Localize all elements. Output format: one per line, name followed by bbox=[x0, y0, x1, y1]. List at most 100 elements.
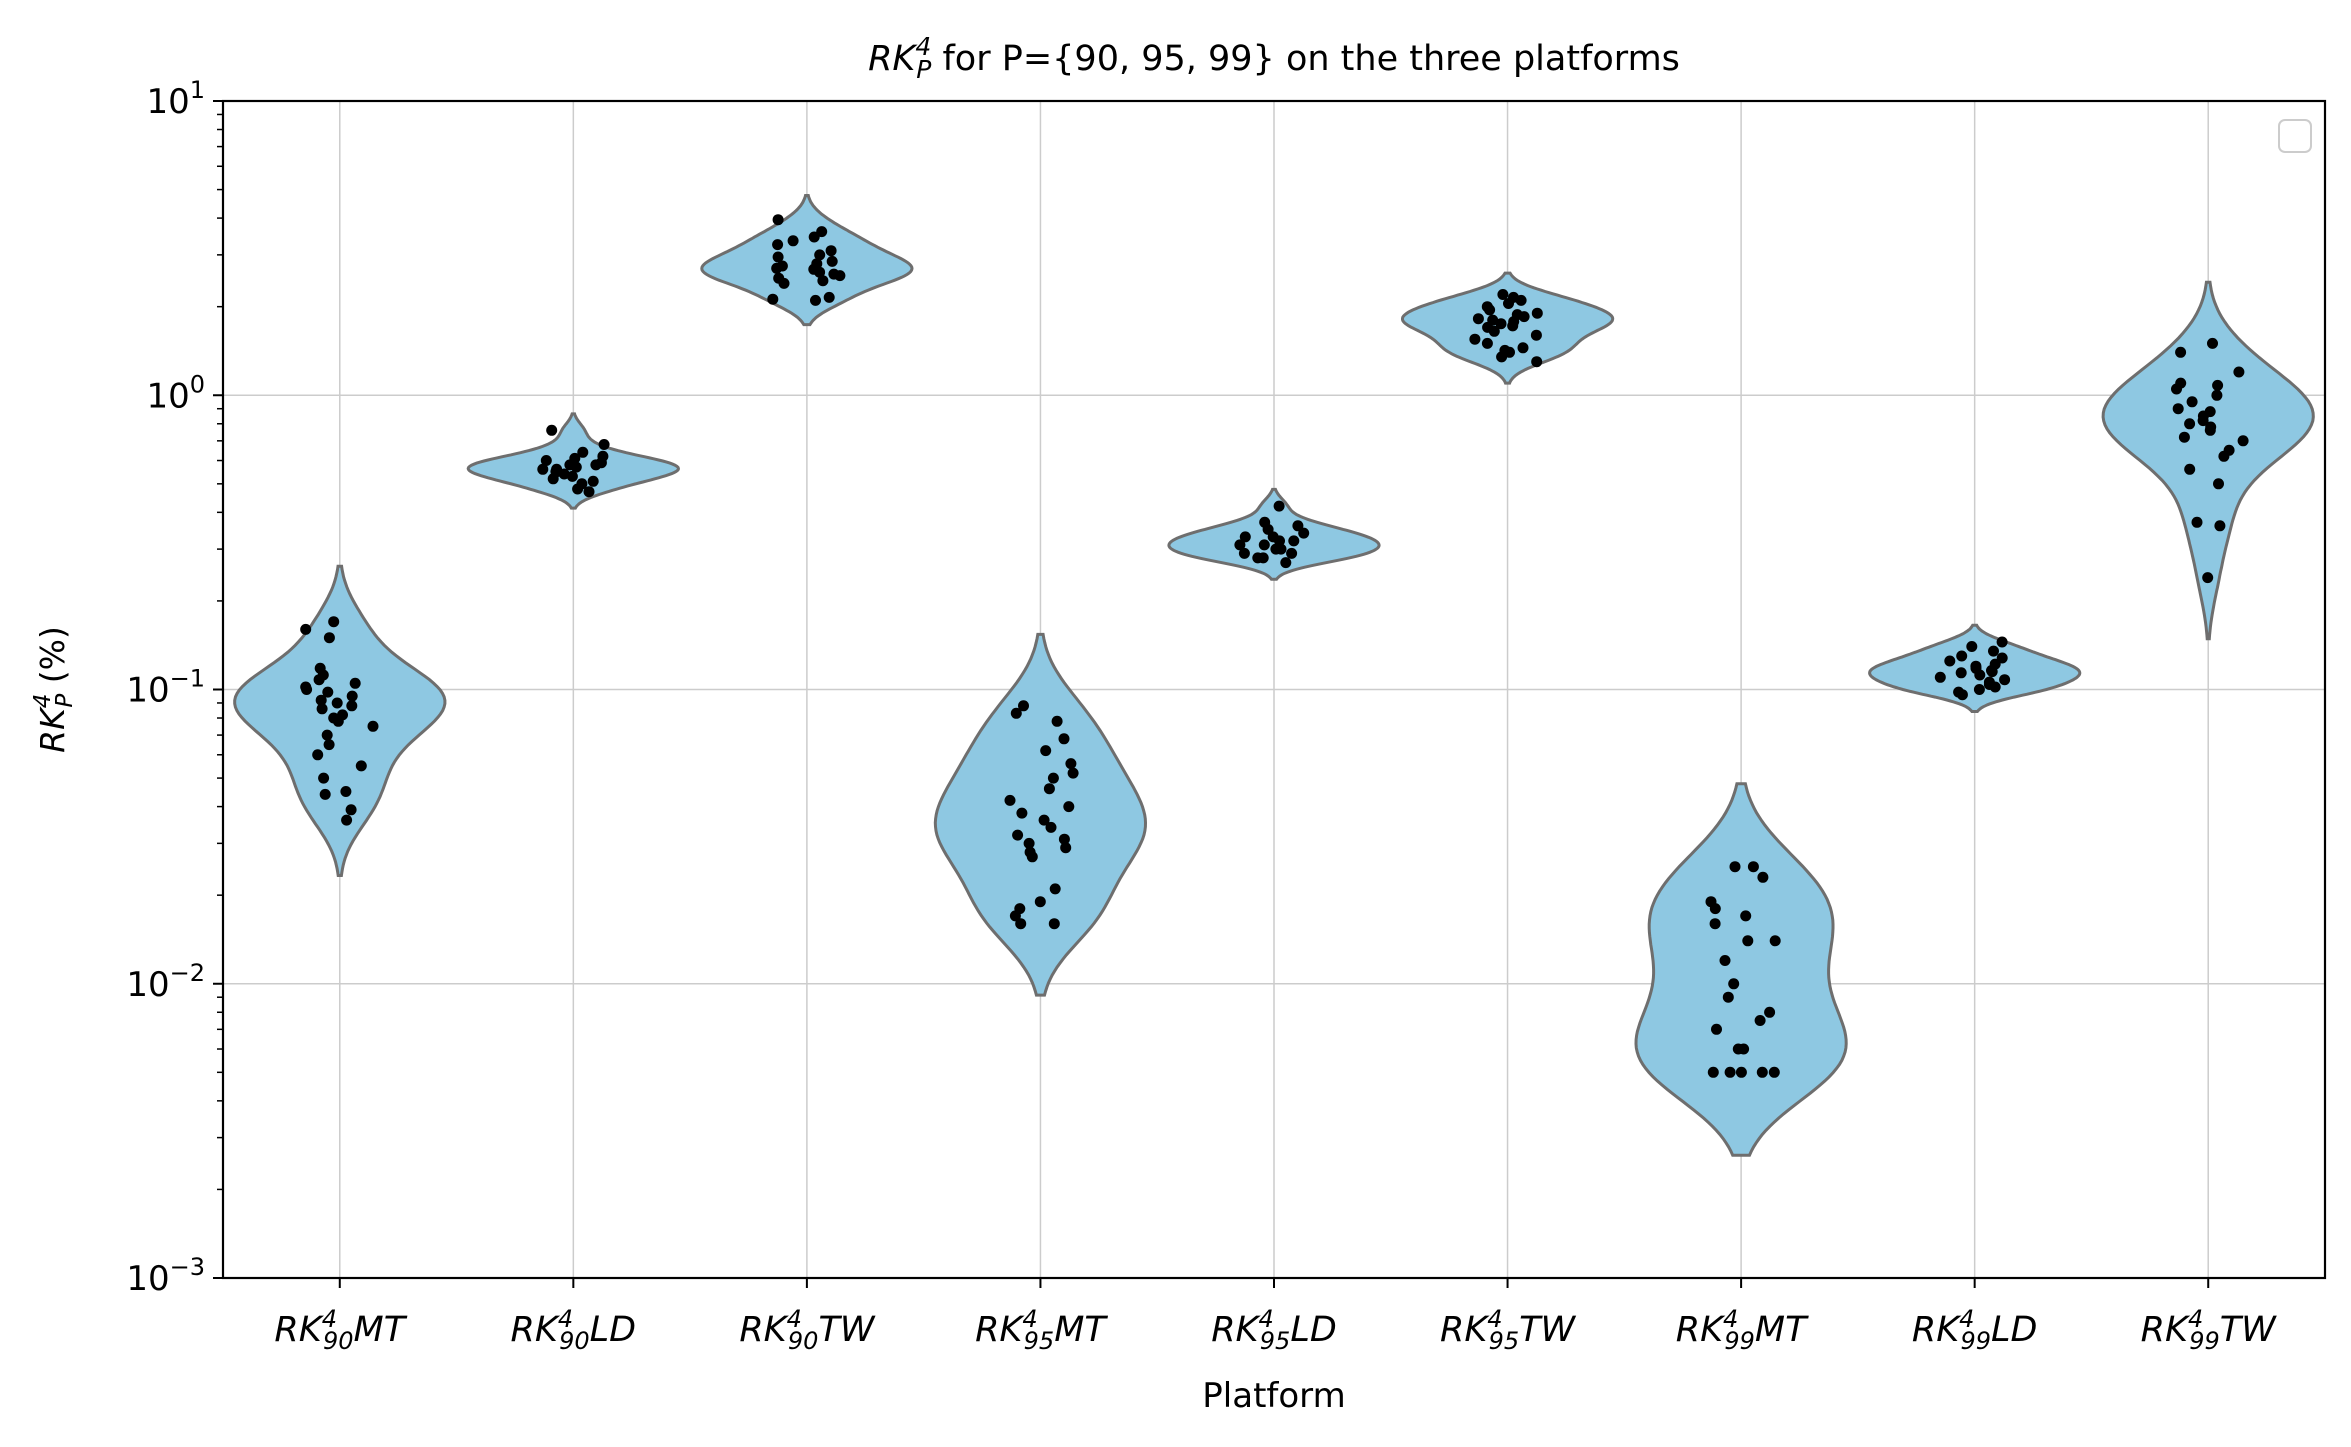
data-point bbox=[787, 235, 799, 247]
data-point bbox=[1709, 918, 1721, 930]
data-point bbox=[810, 294, 821, 306]
data-point bbox=[315, 694, 327, 706]
data-point bbox=[587, 475, 599, 487]
data-point bbox=[1034, 896, 1046, 908]
data-point bbox=[2191, 516, 2203, 528]
data-point bbox=[1956, 650, 1968, 662]
data-point bbox=[1275, 543, 1287, 555]
data-point bbox=[2197, 415, 2209, 427]
data-point bbox=[778, 277, 790, 289]
data-point bbox=[1974, 669, 1986, 681]
data-point bbox=[323, 739, 335, 751]
data-point bbox=[772, 214, 784, 226]
data-point bbox=[2218, 450, 2230, 462]
data-point bbox=[1518, 311, 1530, 323]
data-point bbox=[2211, 389, 2223, 401]
data-point bbox=[2178, 431, 2190, 443]
y-tick-label: 100 bbox=[146, 370, 205, 416]
data-point bbox=[345, 804, 357, 816]
data-point bbox=[1051, 715, 1063, 727]
data-point bbox=[332, 715, 344, 727]
data-point bbox=[1503, 298, 1514, 309]
data-point bbox=[2184, 418, 2196, 430]
data-point bbox=[1530, 329, 1542, 341]
data-point bbox=[1722, 991, 1734, 1003]
data-point bbox=[1719, 955, 1731, 966]
data-point bbox=[1740, 910, 1752, 922]
data-point bbox=[2184, 463, 2196, 475]
data-point bbox=[1258, 539, 1270, 551]
data-point bbox=[1756, 1066, 1768, 1078]
y-tick-label: 10−3 bbox=[126, 1253, 205, 1299]
data-point bbox=[1063, 801, 1075, 813]
data-point bbox=[1018, 700, 1029, 712]
data-point bbox=[1286, 547, 1298, 559]
data-point bbox=[1049, 883, 1061, 895]
data-point bbox=[1707, 1066, 1719, 1078]
data-point bbox=[1747, 861, 1759, 873]
data-point bbox=[1515, 294, 1527, 306]
data-point bbox=[1009, 910, 1021, 922]
data-point bbox=[367, 720, 379, 732]
data-point bbox=[346, 690, 358, 702]
data-point bbox=[1944, 655, 1956, 667]
data-point bbox=[1010, 707, 1022, 719]
data-point bbox=[590, 459, 602, 471]
data-point bbox=[1040, 745, 1052, 757]
x-tick-label: RK4 99TW bbox=[2141, 1305, 2277, 1355]
data-point bbox=[1956, 689, 1968, 701]
data-point bbox=[1298, 527, 1310, 539]
data-point bbox=[1729, 861, 1741, 873]
data-point bbox=[814, 266, 826, 278]
data-point bbox=[1048, 918, 1060, 930]
data-point bbox=[316, 703, 328, 715]
x-tick-label: RK4 95LD bbox=[1211, 1305, 1337, 1355]
data-point bbox=[1015, 918, 1027, 930]
data-point bbox=[313, 674, 325, 686]
data-point bbox=[1738, 1043, 1750, 1055]
data-point bbox=[1004, 794, 1016, 806]
data-point bbox=[328, 616, 340, 628]
data-point bbox=[572, 483, 584, 495]
data-point bbox=[546, 424, 558, 436]
data-point bbox=[2202, 572, 2214, 584]
data-point bbox=[1757, 871, 1769, 883]
data-point bbox=[598, 439, 610, 450]
data-point bbox=[2237, 435, 2249, 447]
data-point bbox=[1023, 837, 1035, 849]
data-point bbox=[2186, 396, 2198, 408]
violin-body bbox=[1634, 782, 1848, 1157]
data-point bbox=[1711, 1023, 1722, 1035]
data-point bbox=[577, 446, 589, 458]
data-point bbox=[322, 686, 334, 698]
x-tick-label: RK4 90LD bbox=[511, 1305, 637, 1355]
data-point bbox=[823, 291, 835, 303]
violin-body bbox=[700, 194, 914, 327]
data-point bbox=[1484, 304, 1496, 316]
x-tick-label: RK4 95TW bbox=[1440, 1305, 1576, 1355]
data-point bbox=[1531, 356, 1543, 368]
y-tick-label: 10−2 bbox=[126, 959, 205, 1005]
data-point bbox=[817, 275, 829, 287]
data-point bbox=[1496, 351, 1508, 363]
data-point bbox=[321, 729, 333, 741]
x-tick-label: RK4 90MT bbox=[274, 1305, 407, 1355]
data-point bbox=[583, 486, 595, 498]
data-point bbox=[1481, 337, 1493, 349]
data-point bbox=[318, 772, 330, 784]
data-point bbox=[1768, 1066, 1780, 1078]
x-tick-label: RK4 95MT bbox=[975, 1305, 1108, 1355]
data-point bbox=[808, 231, 820, 243]
data-point bbox=[772, 251, 784, 263]
data-point bbox=[1469, 333, 1481, 345]
data-point bbox=[1966, 641, 1978, 652]
data-point bbox=[772, 239, 784, 251]
data-point bbox=[2214, 520, 2226, 532]
data-point bbox=[355, 760, 367, 772]
chart-title: RK4 P for P={90, 95, 99} on the three pla… bbox=[868, 32, 1680, 84]
data-point bbox=[1996, 636, 2008, 648]
legend-box bbox=[2278, 119, 2312, 153]
data-point bbox=[349, 677, 361, 689]
data-point bbox=[1026, 851, 1038, 863]
